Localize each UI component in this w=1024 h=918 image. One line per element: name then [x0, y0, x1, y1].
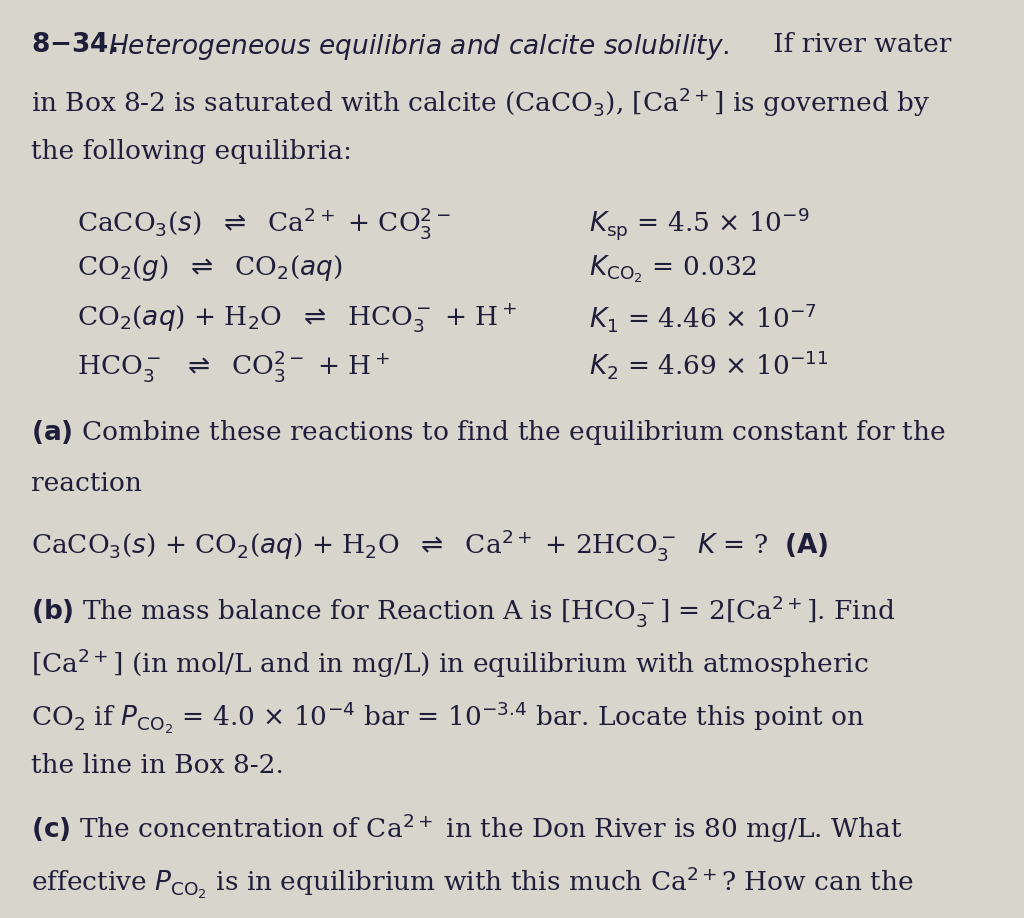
Text: reaction: reaction — [31, 471, 141, 496]
Text: $\mathbf{(c)}$ The concentration of Ca$^{2+}$ in the Don River is 80 mg/L. What: $\mathbf{(c)}$ The concentration of Ca$^… — [31, 812, 902, 845]
Text: $\mathbf{(b)}$ The mass balance for Reaction A is [HCO$_3^-$] = 2[Ca$^{2+}$]. Fi: $\mathbf{(b)}$ The mass balance for Reac… — [31, 593, 895, 630]
Text: $\mathit{Heterogeneous\ equilibria\ and\ calcite\ solubility.}$: $\mathit{Heterogeneous\ equilibria\ and\… — [108, 32, 729, 62]
Text: CO$_2$ if $P_{\rm CO_2}$ = 4.0 $\times$ 10$^{-4}$ bar = 10$^{-3.4}$ bar. Locate : CO$_2$ if $P_{\rm CO_2}$ = 4.0 $\times$ … — [31, 700, 864, 736]
Text: [Ca$^{2+}$] (in mol/L and in mg/L) in equilibrium with atmospheric: [Ca$^{2+}$] (in mol/L and in mg/L) in eq… — [31, 646, 868, 680]
Text: CaCO$_3$($s$)  $\rightleftharpoons$  Ca$^{2+}$ + CO$_3^{2-}$: CaCO$_3$($s$) $\rightleftharpoons$ Ca$^{… — [77, 206, 451, 241]
Text: $\mathbf{(a)}$ Combine these reactions to find the equilibrium constant for the: $\mathbf{(a)}$ Combine these reactions t… — [31, 418, 945, 446]
Text: the line in Box 8-2.: the line in Box 8-2. — [31, 753, 284, 778]
Text: $K_1$ = 4.46 $\times$ 10$^{-7}$: $K_1$ = 4.46 $\times$ 10$^{-7}$ — [589, 301, 816, 333]
Text: If river water: If river water — [773, 32, 951, 57]
Text: $K_2$ = 4.69 $\times$ 10$^{-11}$: $K_2$ = 4.69 $\times$ 10$^{-11}$ — [589, 349, 828, 381]
Text: $K_{\rm CO_2}$ = 0.032: $K_{\rm CO_2}$ = 0.032 — [589, 253, 757, 285]
Text: in Box 8-2 is saturated with calcite (CaCO$_3$), [Ca$^{2+}$] is governed by: in Box 8-2 is saturated with calcite (Ca… — [31, 85, 930, 118]
Text: the following equilibria:: the following equilibria: — [31, 139, 351, 163]
Text: CO$_2$($aq$) + H$_2$O  $\rightleftharpoons$  HCO$_3^-$ + H$^+$: CO$_2$($aq$) + H$_2$O $\rightleftharpoon… — [77, 301, 517, 334]
Text: CO$_2$($g$)  $\rightleftharpoons$  CO$_2$($aq$): CO$_2$($g$) $\rightleftharpoons$ CO$_2$(… — [77, 253, 343, 283]
Text: CaCO$_3$($s$) + CO$_2$($aq$) + H$_2$O  $\rightleftharpoons$  Ca$^{2+}$ + 2HCO$_3: CaCO$_3$($s$) + CO$_2$($aq$) + H$_2$O $\… — [31, 527, 828, 563]
Text: effective $P_{\rm CO_2}$ is in equilibrium with this much Ca$^{2+}$? How can the: effective $P_{\rm CO_2}$ is in equilibri… — [31, 865, 913, 901]
Text: HCO$_3^-$  $\rightleftharpoons$  CO$_3^{2-}$ + H$^+$: HCO$_3^-$ $\rightleftharpoons$ CO$_3^{2-… — [77, 349, 390, 385]
Text: $K_{\rm sp}$ = 4.5 $\times$ 10$^{-9}$: $K_{\rm sp}$ = 4.5 $\times$ 10$^{-9}$ — [589, 206, 810, 242]
Text: $\mathbf{8\mathbf{-}34.}$: $\mathbf{8\mathbf{-}34.}$ — [31, 32, 118, 57]
